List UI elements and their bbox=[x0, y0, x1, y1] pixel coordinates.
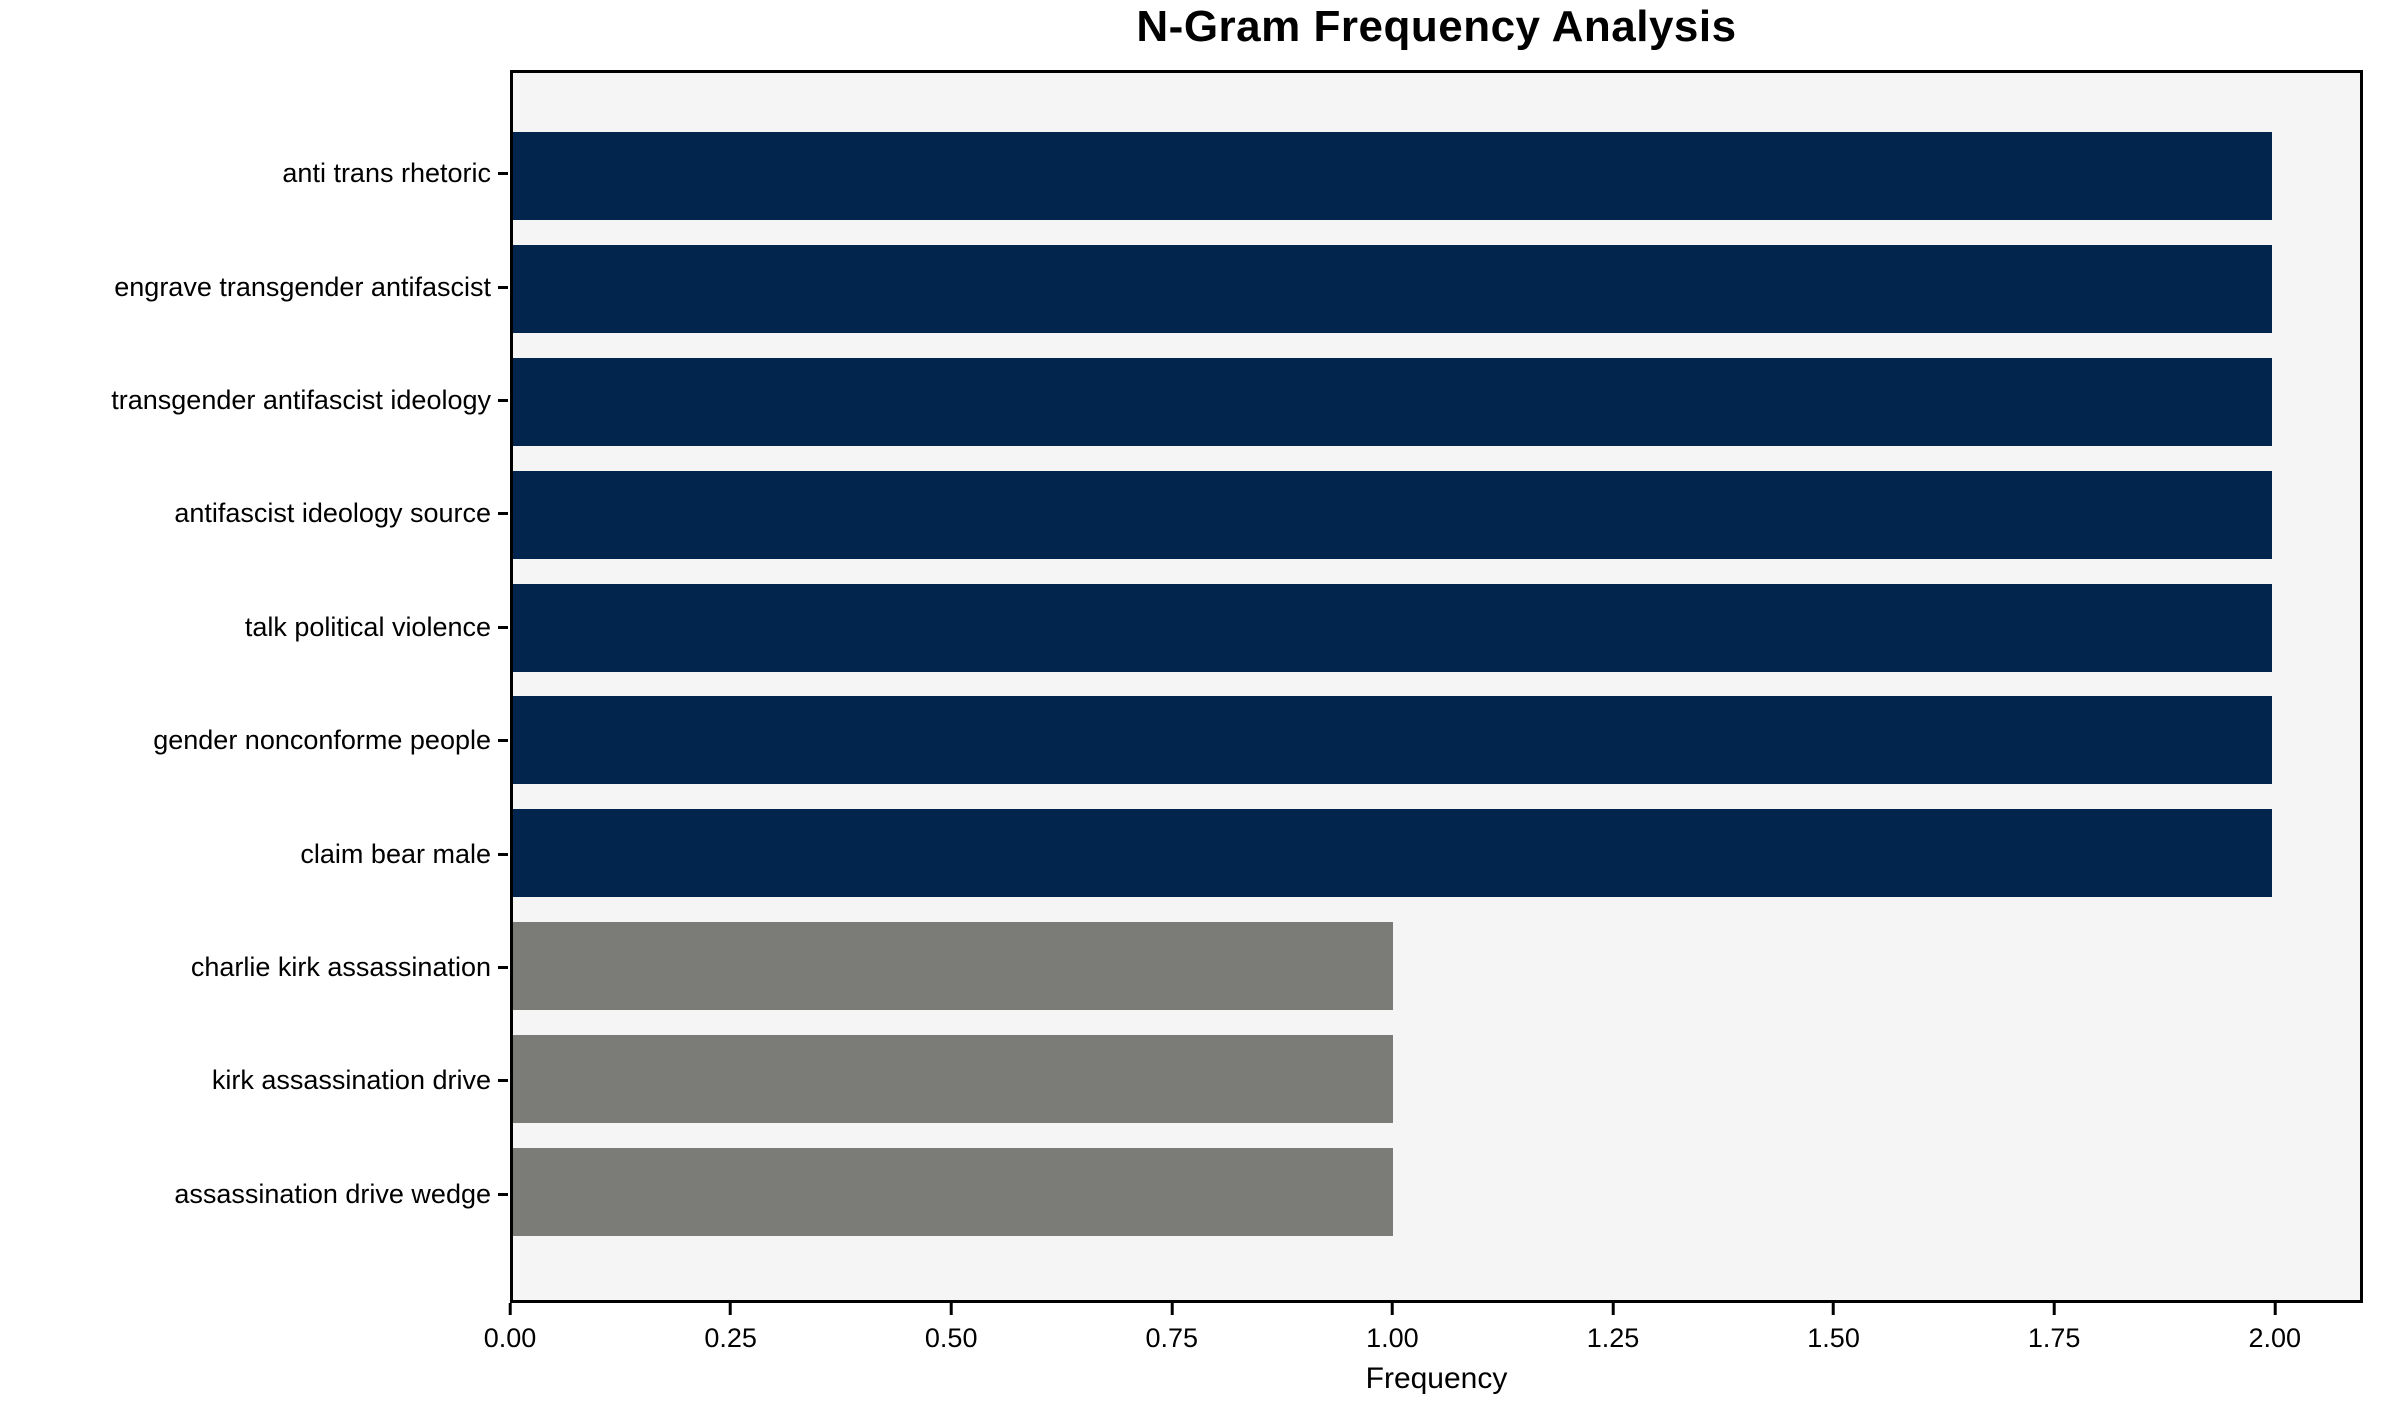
x-tick-mark bbox=[1390, 1303, 1394, 1315]
bar bbox=[513, 696, 2273, 785]
x-tick: 1.50 bbox=[1807, 1303, 1860, 1354]
y-tick-row: antifascist ideology source bbox=[0, 457, 508, 570]
y-tick-row: transgender antifascist ideology bbox=[0, 344, 508, 457]
x-tick-mark bbox=[2273, 1303, 2277, 1315]
y-tick-label: talk political violence bbox=[244, 611, 491, 642]
x-tick-label: 1.25 bbox=[1586, 1323, 1640, 1353]
bar-row bbox=[513, 1022, 2360, 1135]
x-axis-label: Frequency bbox=[1365, 1362, 1508, 1395]
x-tick-label: 1.00 bbox=[1366, 1323, 1419, 1353]
y-tick-label: gender nonconforme people bbox=[153, 725, 491, 756]
x-tick: 0.75 bbox=[1145, 1303, 1199, 1354]
y-tick-mark bbox=[498, 625, 508, 629]
plot-area bbox=[510, 70, 2363, 1303]
y-tick-row: claim bear male bbox=[0, 797, 508, 910]
bar-row bbox=[513, 797, 2360, 910]
bar-row bbox=[513, 346, 2360, 459]
bar-row bbox=[513, 120, 2360, 233]
x-tick-mark bbox=[508, 1303, 512, 1315]
y-tick-label: claim bear male bbox=[300, 838, 491, 869]
y-tick-row: anti trans rhetoric bbox=[0, 117, 508, 230]
x-tick: 1.75 bbox=[2027, 1303, 2081, 1354]
y-tick-label: antifascist ideology source bbox=[174, 498, 491, 529]
x-tick-label: 1.75 bbox=[2027, 1323, 2081, 1353]
y-tick-label: charlie kirk assassination bbox=[190, 952, 491, 983]
y-tick-mark bbox=[498, 1192, 508, 1196]
y-tick-row: engrave transgender antifascist bbox=[0, 230, 508, 343]
y-tick-mark bbox=[498, 852, 508, 856]
bar-row bbox=[513, 684, 2360, 797]
y-tick-label: kirk assassination drive bbox=[211, 1065, 491, 1096]
x-tick: 0.25 bbox=[704, 1303, 757, 1354]
x-tick: 2.00 bbox=[2248, 1303, 2301, 1354]
y-tick-mark bbox=[498, 739, 508, 743]
x-tick-mark bbox=[1611, 1303, 1615, 1315]
x-tick-label: 0.00 bbox=[483, 1323, 537, 1353]
y-tick-mark bbox=[498, 285, 508, 289]
y-tick-label: anti trans rhetoric bbox=[282, 158, 491, 189]
bar-row bbox=[513, 571, 2360, 684]
y-tick-row: charlie kirk assassination bbox=[0, 911, 508, 1024]
x-tick-label: 1.50 bbox=[1807, 1323, 1860, 1353]
x-tick: 1.25 bbox=[1586, 1303, 1640, 1354]
x-tick: 0.00 bbox=[483, 1303, 537, 1354]
y-tick-label: engrave transgender antifascist bbox=[114, 271, 491, 302]
y-tick-mark bbox=[498, 966, 508, 970]
x-tick-label: 0.25 bbox=[704, 1323, 757, 1353]
y-tick-row: kirk assassination drive bbox=[0, 1024, 508, 1137]
bar bbox=[513, 245, 2273, 334]
y-tick-label: transgender antifascist ideology bbox=[111, 385, 491, 416]
x-tick: 0.50 bbox=[924, 1303, 978, 1354]
bar bbox=[513, 921, 1393, 1010]
bar bbox=[513, 132, 2273, 221]
y-axis-labels: anti trans rhetoric engrave transgender a… bbox=[0, 117, 508, 1251]
x-tick-mark bbox=[2052, 1303, 2056, 1315]
bar-row bbox=[513, 910, 2360, 1023]
bar bbox=[513, 358, 2273, 446]
x-tick: 1.00 bbox=[1366, 1303, 1419, 1354]
bar bbox=[513, 1147, 1393, 1236]
bar bbox=[513, 809, 2273, 898]
chart-title: N-Gram Frequency Analysis bbox=[1136, 2, 1737, 51]
x-tick-label: 0.50 bbox=[924, 1323, 978, 1353]
x-tick-label: 2.00 bbox=[2248, 1323, 2302, 1353]
y-tick-row: assassination drive wedge bbox=[0, 1138, 508, 1251]
bar bbox=[513, 1034, 1393, 1123]
bar bbox=[513, 583, 2273, 672]
y-tick-mark bbox=[498, 1079, 508, 1083]
y-tick-label: assassination drive wedge bbox=[174, 1178, 491, 1209]
y-tick-mark bbox=[498, 512, 508, 516]
bar-row bbox=[513, 458, 2360, 571]
bar-row bbox=[513, 233, 2360, 346]
bar-row bbox=[513, 1135, 2360, 1248]
x-tick-mark bbox=[1170, 1303, 1174, 1315]
x-tick-mark bbox=[729, 1303, 733, 1315]
bars-area bbox=[513, 120, 2360, 1248]
x-tick-label: 0.75 bbox=[1145, 1323, 1199, 1353]
x-tick-mark bbox=[1832, 1303, 1836, 1315]
y-tick-mark bbox=[498, 399, 508, 403]
x-axis-ticks: 0.00 0.25 0.50 0.75 1.00 1.25 1.50 1.75 2.00 bbox=[484, 1303, 2363, 1373]
x-tick-mark bbox=[949, 1303, 953, 1315]
y-tick-row: gender nonconforme people bbox=[0, 684, 508, 797]
y-tick-row: talk political violence bbox=[0, 571, 508, 684]
y-tick-mark bbox=[498, 172, 508, 176]
bar bbox=[513, 470, 2273, 559]
